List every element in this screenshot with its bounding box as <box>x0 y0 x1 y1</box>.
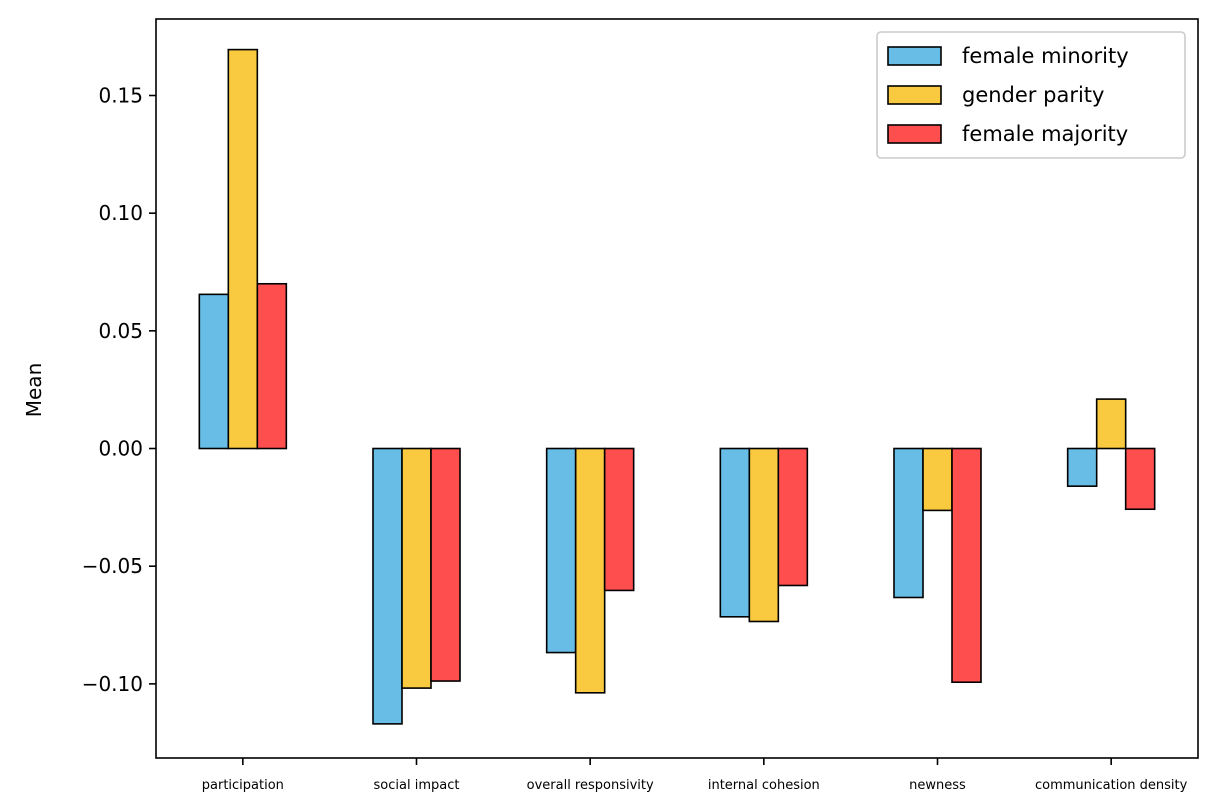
bar-female-majority-social-impact <box>430 447 461 682</box>
bar-female-minority-participation <box>198 293 230 450</box>
y-tick-label: 0.05 <box>98 319 143 343</box>
bar-female-minority-social-impact <box>372 447 403 725</box>
x-tick-label: internal cohesion <box>708 778 820 793</box>
bar-gender-parity-newness <box>922 447 953 512</box>
x-tick-label: communication density <box>1035 778 1188 793</box>
bar-gender-parity-overall-responsivity <box>574 447 606 694</box>
y-axis-title: Mean <box>22 363 46 418</box>
x-tick-label: newness <box>909 778 966 793</box>
bar-gender-parity-participation <box>227 48 259 450</box>
y-tick-label: 0.15 <box>98 83 143 107</box>
x-tick-label: overall responsivity <box>527 778 654 793</box>
x-tick-label: participation <box>202 778 284 793</box>
legend: female minority gender parity female major… <box>876 31 1186 159</box>
y-tick-label: −0.10 <box>82 672 143 696</box>
bar-female-minority-overall-responsivity <box>545 447 577 654</box>
bar-female-majority-participation <box>256 282 288 450</box>
bar-gender-parity-communication-density <box>1095 398 1127 450</box>
y-tick-label: −0.05 <box>82 554 143 578</box>
bar-gender-parity-social-impact <box>401 447 432 689</box>
y-tick-label: 0.00 <box>98 437 143 461</box>
y-tick-label: 0.10 <box>98 201 143 225</box>
legend-swatch-female-minority <box>887 46 942 66</box>
legend-swatch-female-majority <box>887 124 942 144</box>
bar-female-majority-overall-responsivity <box>603 447 635 592</box>
legend-box <box>876 31 1186 159</box>
plot-frame <box>155 18 1199 759</box>
x-tick-label: social impact <box>374 778 460 793</box>
legend-label: female majority <box>962 122 1128 146</box>
bars-layer <box>198 48 1156 725</box>
bar-female-minority-internal-cohesion <box>719 447 751 618</box>
legend-label: female minority <box>962 44 1129 68</box>
axes-layer <box>155 18 1199 759</box>
legend-swatch-gender-parity <box>887 85 942 105</box>
bar-female-majority-internal-cohesion <box>777 447 809 587</box>
bar-gender-parity-internal-cohesion <box>748 447 780 623</box>
legend-label: gender parity <box>962 83 1104 107</box>
bar-female-minority-communication-density <box>1066 447 1098 487</box>
ticks-layer: −0.10 −0.05 0.00 0.05 0.10 0.15 participation s… <box>82 83 1188 793</box>
bar-female-minority-newness <box>893 447 924 599</box>
bar-female-majority-communication-density <box>1124 447 1156 511</box>
bar-female-majority-newness <box>951 447 982 684</box>
